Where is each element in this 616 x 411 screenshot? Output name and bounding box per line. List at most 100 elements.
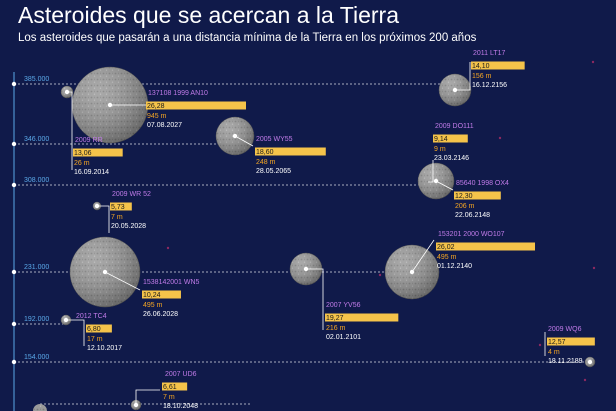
diameter-label: 17 m xyxy=(87,336,103,343)
value-label: 14,10 xyxy=(472,63,490,70)
asteroid-name: 1538142001 WN5 xyxy=(143,279,200,286)
asteroid-name: 2007 UD6 xyxy=(165,371,197,378)
date-label: 18.10.2048 xyxy=(163,403,198,410)
date-label: 07.08.2027 xyxy=(147,122,182,129)
leader-line xyxy=(428,160,434,183)
asteroid-group: 2005 WY55 18,60 248 m 28.05.2065 xyxy=(215,116,326,175)
asteroid-group: 2007 UD6 6,61 7 m 18.10.2048 xyxy=(130,371,198,411)
asteroid-name: 2009 DO111 xyxy=(435,123,474,130)
diameter-label: 495 m xyxy=(437,254,457,261)
date-label: 02.01.2101 xyxy=(326,334,361,341)
asteroid-group: 2012 TC4 6,80 17 m 12.10.2017 xyxy=(60,313,122,352)
diameter-label: 7 m xyxy=(111,214,123,221)
y-tick-label: 308.000 xyxy=(24,177,49,184)
leader-line xyxy=(67,91,73,170)
value-label: 6,61 xyxy=(163,384,177,391)
value-label: 5,73 xyxy=(111,204,125,211)
asteroid-circle xyxy=(33,404,47,411)
leader-line xyxy=(104,271,141,291)
star xyxy=(498,136,502,140)
asteroid-name: 2009 WR 52 xyxy=(112,191,151,198)
diameter-label: 4 m xyxy=(548,349,560,356)
asteroid-group: 1538142001 WN5 10,24 495 m 26.06.2028 xyxy=(69,236,200,318)
value-label: 26,02 xyxy=(437,244,455,251)
value-bar xyxy=(86,324,112,333)
value-label: 10,24 xyxy=(143,292,161,299)
asteroid-name: 2009 WQ6 xyxy=(548,326,582,333)
value-label: 6,80 xyxy=(87,326,101,333)
chart-title: Asteroides que se acercan a la Tierra xyxy=(18,2,399,28)
asteroid-name: 2011 LT17 xyxy=(473,50,506,57)
value-bar xyxy=(255,147,326,156)
star xyxy=(583,378,587,382)
asteroid-group: 2009 WQ6 12,57 4 m 18.11.2189 xyxy=(544,326,596,368)
star xyxy=(538,343,542,347)
value-label: 12,30 xyxy=(455,193,473,200)
diameter-label: 26 m xyxy=(74,160,90,167)
date-label: 16.12.2156 xyxy=(472,82,507,89)
asteroid-group: 2009 DO111 9,14 9 m 23.03.2146 xyxy=(417,123,474,200)
value-bar xyxy=(73,148,123,157)
leader-line xyxy=(411,239,435,273)
y-tick-label: 231.000 xyxy=(24,264,49,271)
value-label: 12,57 xyxy=(548,339,566,346)
asteroid-name: 2005 WY55 xyxy=(256,136,293,143)
asteroid-name: 153201 2000 WO107 xyxy=(438,231,505,238)
leader-line xyxy=(306,268,324,330)
leader-line xyxy=(135,389,160,405)
star xyxy=(591,60,595,64)
y-tick-label: 192.000 xyxy=(24,316,49,323)
leader-line xyxy=(234,135,254,147)
value-bar xyxy=(325,313,399,322)
asteroid-name: 2009 RR xyxy=(75,137,103,144)
diameter-label: 248 m xyxy=(256,159,276,166)
date-label: 12.10.2017 xyxy=(87,345,122,352)
diameter-label: 206 m xyxy=(455,203,475,210)
diameter-label: 156 m xyxy=(472,73,492,80)
asteroid-group: 2009 WR 52 5,73 7 m 20.05.2028 xyxy=(92,191,151,233)
diameter-label: 216 m xyxy=(326,325,346,332)
asteroid-name: 137108 1999 AN10 xyxy=(148,90,208,97)
y-tick-label: 154.000 xyxy=(24,354,49,361)
value-bar xyxy=(142,290,181,299)
asteroid-group: 2007 YV56 19,27 216 m 02.01.2101 xyxy=(289,252,399,341)
value-bar xyxy=(146,101,246,110)
date-label: 28.05.2065 xyxy=(256,168,291,175)
asteroid-group: 85640 1998 OX4 12,30 206 m 22.06.2148 xyxy=(435,180,509,219)
value-bar xyxy=(547,337,595,346)
value-label: 9,14 xyxy=(434,136,448,143)
value-label: 18,60 xyxy=(256,149,274,156)
y-tick-label: 385.000 xyxy=(24,76,49,83)
asteroid-name: 2012 TC4 xyxy=(76,313,107,320)
asteroid-center-dot xyxy=(587,359,593,365)
date-label: 01.12.2140 xyxy=(437,263,472,270)
date-label: 20.05.2028 xyxy=(111,223,146,230)
leader-line xyxy=(66,319,85,346)
value-bar xyxy=(471,61,525,70)
asteroid-group: 153201 2000 WO107 26,02 495 m 01.12.2140 xyxy=(384,231,536,300)
chart-subtitle: Los asteroides que pasarán a una distanc… xyxy=(18,32,477,44)
asteroid-name: 85640 1998 OX4 xyxy=(456,180,509,187)
star xyxy=(378,273,382,277)
star xyxy=(592,266,596,270)
asteroid-group: 2011 LT17 14,10 156 m 16.12.2156 xyxy=(438,50,525,107)
date-label: 18.11.2189 xyxy=(548,358,583,365)
diameter-label: 9 m xyxy=(434,146,446,153)
asteroid-group: 137108 1999 AN10 26,28 945 m 07.08.2027 xyxy=(71,66,246,144)
diameter-label: 495 m xyxy=(143,302,163,309)
value-bar xyxy=(433,134,468,143)
y-tick-label: 346.000 xyxy=(24,136,49,143)
asteroid-group: 2009 RR 13,06 26 m 16.09.2014 xyxy=(60,85,123,176)
leader-line xyxy=(455,62,471,91)
date-label: 23.03.2146 xyxy=(434,155,469,162)
leader-line xyxy=(97,205,110,233)
date-label: 16.09.2014 xyxy=(74,169,109,176)
diameter-label: 7 m xyxy=(163,394,175,401)
diameter-label: 945 m xyxy=(147,113,167,120)
star xyxy=(166,246,170,250)
value-label: 19,27 xyxy=(326,315,344,322)
value-label: 13,06 xyxy=(74,150,92,157)
leader-line xyxy=(435,180,454,191)
